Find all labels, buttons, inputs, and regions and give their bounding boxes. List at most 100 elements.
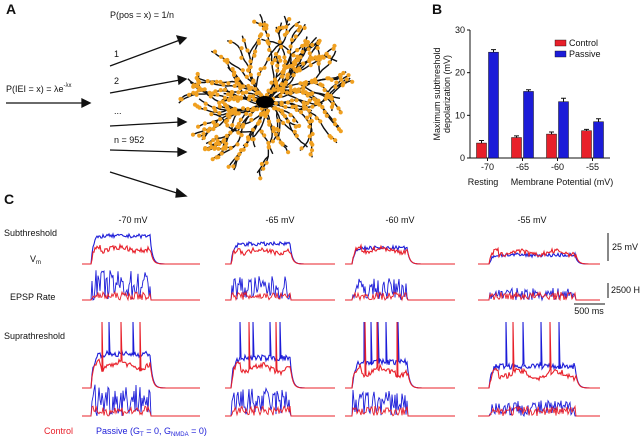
synapse xyxy=(248,112,253,117)
synapse xyxy=(215,122,220,127)
synapse xyxy=(279,82,284,87)
synapse xyxy=(217,100,222,105)
synapse xyxy=(197,133,202,138)
synapse xyxy=(282,114,288,119)
synapse xyxy=(248,59,253,64)
synapse xyxy=(266,57,271,62)
synapse xyxy=(225,118,230,123)
synapse xyxy=(248,72,253,77)
arrows xyxy=(6,35,188,198)
synapse xyxy=(266,40,271,45)
synapse xyxy=(194,75,199,81)
synapse xyxy=(246,68,251,73)
synapse xyxy=(231,164,236,169)
synapse xyxy=(241,84,246,89)
synapse xyxy=(329,96,335,101)
synapse xyxy=(314,116,319,121)
synapse xyxy=(283,104,288,110)
synapse xyxy=(285,64,290,69)
synapse xyxy=(239,133,244,138)
bar xyxy=(476,142,487,159)
synapse xyxy=(295,54,300,59)
rate-trace xyxy=(478,404,600,417)
synapse xyxy=(334,80,339,85)
arrow xyxy=(109,121,181,127)
synapse xyxy=(232,70,237,75)
synapse xyxy=(269,89,274,94)
synapse xyxy=(241,147,246,152)
synapse xyxy=(245,106,250,112)
y-axis-label: Maximum subthreshold xyxy=(432,47,442,140)
synapse xyxy=(279,102,284,107)
dendrite xyxy=(227,66,245,86)
scale-bars xyxy=(574,233,609,305)
arrow-head xyxy=(175,187,188,198)
synapse xyxy=(289,98,295,103)
synapse xyxy=(255,107,260,112)
legend-part: = 0, G xyxy=(144,426,171,436)
synapse xyxy=(245,135,251,140)
synapse xyxy=(262,65,267,70)
synapse xyxy=(290,104,295,109)
synapse xyxy=(320,55,325,60)
error-bar xyxy=(526,89,531,92)
bar xyxy=(558,101,569,159)
synapse xyxy=(297,68,302,73)
synapse xyxy=(333,84,338,89)
synapse xyxy=(280,25,285,30)
synapse xyxy=(350,79,355,84)
synapse xyxy=(273,80,279,85)
synapse xyxy=(256,121,261,126)
synapse xyxy=(285,119,290,124)
dendrite xyxy=(282,92,336,140)
synapse xyxy=(282,55,287,60)
synapse xyxy=(241,38,246,43)
synapse xyxy=(295,58,301,63)
x-axis-label: Membrane Potential (mV) xyxy=(511,177,614,187)
synapse xyxy=(206,128,211,133)
synapse xyxy=(195,71,200,77)
synapse xyxy=(266,140,271,146)
synapse xyxy=(308,92,313,97)
synapse xyxy=(216,155,221,160)
synapse xyxy=(264,26,269,31)
synapse xyxy=(273,52,279,57)
synapse xyxy=(278,93,283,99)
synapse xyxy=(308,63,313,68)
synapse xyxy=(284,24,289,29)
synapse xyxy=(209,145,214,150)
y-tick-label: 0 xyxy=(460,153,465,163)
synapse xyxy=(221,146,226,151)
synapse xyxy=(266,144,271,149)
synapse xyxy=(261,166,266,171)
synapse xyxy=(327,54,332,60)
error-bar xyxy=(549,131,554,135)
x-tick-label: -55 xyxy=(586,162,599,172)
synapse xyxy=(205,79,210,84)
synapse xyxy=(305,115,310,120)
legend-label: Control xyxy=(569,38,598,48)
panel-label: B xyxy=(432,1,442,17)
synapse xyxy=(238,95,243,100)
synapse xyxy=(235,156,240,161)
synapse xyxy=(346,73,351,78)
arrow-head xyxy=(175,35,188,46)
synapse xyxy=(326,76,331,81)
synapse xyxy=(273,101,279,106)
formula-exponent: -λx xyxy=(64,83,72,89)
synapse xyxy=(286,150,291,155)
x-tick-label: -60 xyxy=(551,162,564,172)
synapse xyxy=(283,80,288,85)
synapse xyxy=(310,42,315,48)
synapse xyxy=(224,104,229,109)
synapse xyxy=(248,64,253,70)
synapse xyxy=(308,113,313,118)
synapse xyxy=(262,133,267,138)
synapse xyxy=(236,90,241,95)
error-bar xyxy=(561,97,566,102)
neuron-illustration xyxy=(178,13,355,181)
synapse xyxy=(210,157,215,162)
synapse xyxy=(201,135,206,140)
synapse xyxy=(289,37,295,43)
synapse xyxy=(275,84,280,89)
